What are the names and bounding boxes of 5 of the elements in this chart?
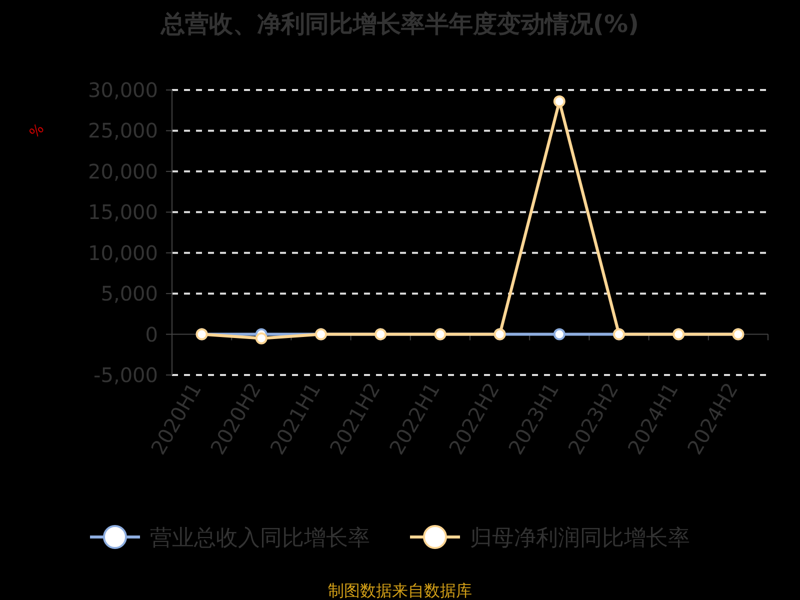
text: 制图数据来自数据库 — [328, 581, 472, 600]
point — [553, 95, 566, 108]
y-axis-title: % — [26, 120, 48, 142]
point — [255, 332, 268, 344]
point — [553, 328, 566, 340]
